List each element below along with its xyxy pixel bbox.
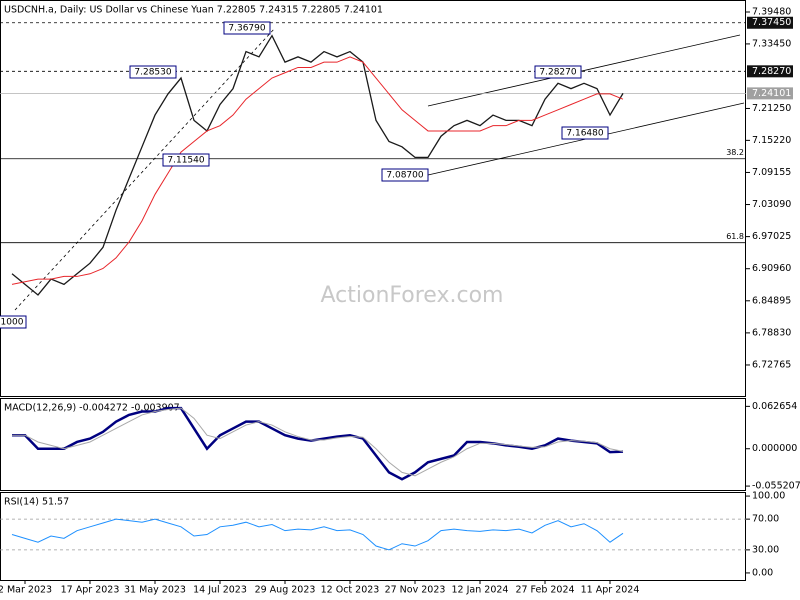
annotation: 7.11540 [167,156,204,166]
trend-line [14,27,276,311]
y-tick-label: 6.72765 [752,359,791,370]
y-tick-label: 30.00 [752,544,779,555]
level-label: 7.24101 [752,88,791,99]
level-label: 7.28270 [752,66,791,77]
y-tick-label: 7.33450 [752,38,791,49]
pane-frame [0,492,746,581]
y-tick-label: 0.000000 [752,443,797,454]
annotation: 7.08700 [386,171,423,181]
annotation: 7.36790 [228,24,265,34]
annotation: 7.16480 [566,129,603,139]
y-tick-label: 7.09155 [752,167,791,178]
x-tick-label: 27 Nov 2023 [385,585,446,596]
x-tick-label: 14 Jul 2023 [193,585,247,596]
y-tick-label: 6.97025 [752,231,791,242]
x-tick-label: 11 Apr 2024 [581,585,640,596]
annotation: 7.28270 [539,68,576,78]
channel-upper [427,34,741,107]
level-label: 61.8 [726,232,744,241]
pane-frame [0,0,746,397]
y-tick-label: -0.055207 [752,481,800,492]
level-label: 7.37450 [752,17,791,28]
pane-title: RSI(14) 51.57 [4,497,69,508]
y-tick-label: 70.00 [752,514,779,525]
x-tick-label: 12 Oct 2023 [321,585,380,596]
x-tick-label: 2 Mar 2023 [0,585,52,596]
series-line [11,56,624,285]
level-label-box [747,65,793,78]
y-tick-label: 0.062654 [752,401,797,412]
x-tick-label: 29 Aug 2023 [255,585,316,596]
annotation-box [0,315,27,329]
annotation-box [162,153,210,167]
annotation-box [534,65,582,79]
y-tick-label: 7.15220 [752,135,791,146]
x-tick-label: 17 Apr 2023 [61,585,120,596]
series-line [12,407,624,477]
y-tick-label: 100.00 [752,491,785,502]
pane-frame [0,398,746,491]
annotation-box [381,168,429,182]
x-tick-label: 27 Feb 2024 [515,585,574,596]
x-tick-label: 12 Jan 2024 [452,585,509,596]
watermark: ActionForex.com [321,283,504,308]
series-line [11,34,624,296]
y-tick-label: 6.78830 [752,327,791,338]
y-tick-label: 7.39480 [752,7,791,18]
series-line [11,518,624,551]
level-label-box [747,87,793,100]
y-tick-label: 6.90960 [752,263,791,274]
y-tick-label: 6.84895 [752,295,791,306]
annotation-box [561,126,609,140]
x-tick-label: 31 May 2023 [124,585,186,596]
y-tick-label: 7.21250 [752,103,791,114]
annotation-box [129,65,177,79]
y-tick-label: 7.03090 [752,199,791,210]
y-tick-label: 0.00 [752,567,773,578]
annotation: 1000 [1,318,24,328]
pane-title: USDCNH.a, Daily: US Dollar vs Chinese Yu… [4,5,383,16]
level-label-box [747,16,793,29]
annotation-box [223,21,271,35]
pane-title: MACD(12,26,9) -0.004272 -0.003907 [4,403,180,414]
level-label: 38.2 [726,148,744,157]
annotation: 7.28530 [134,68,171,78]
